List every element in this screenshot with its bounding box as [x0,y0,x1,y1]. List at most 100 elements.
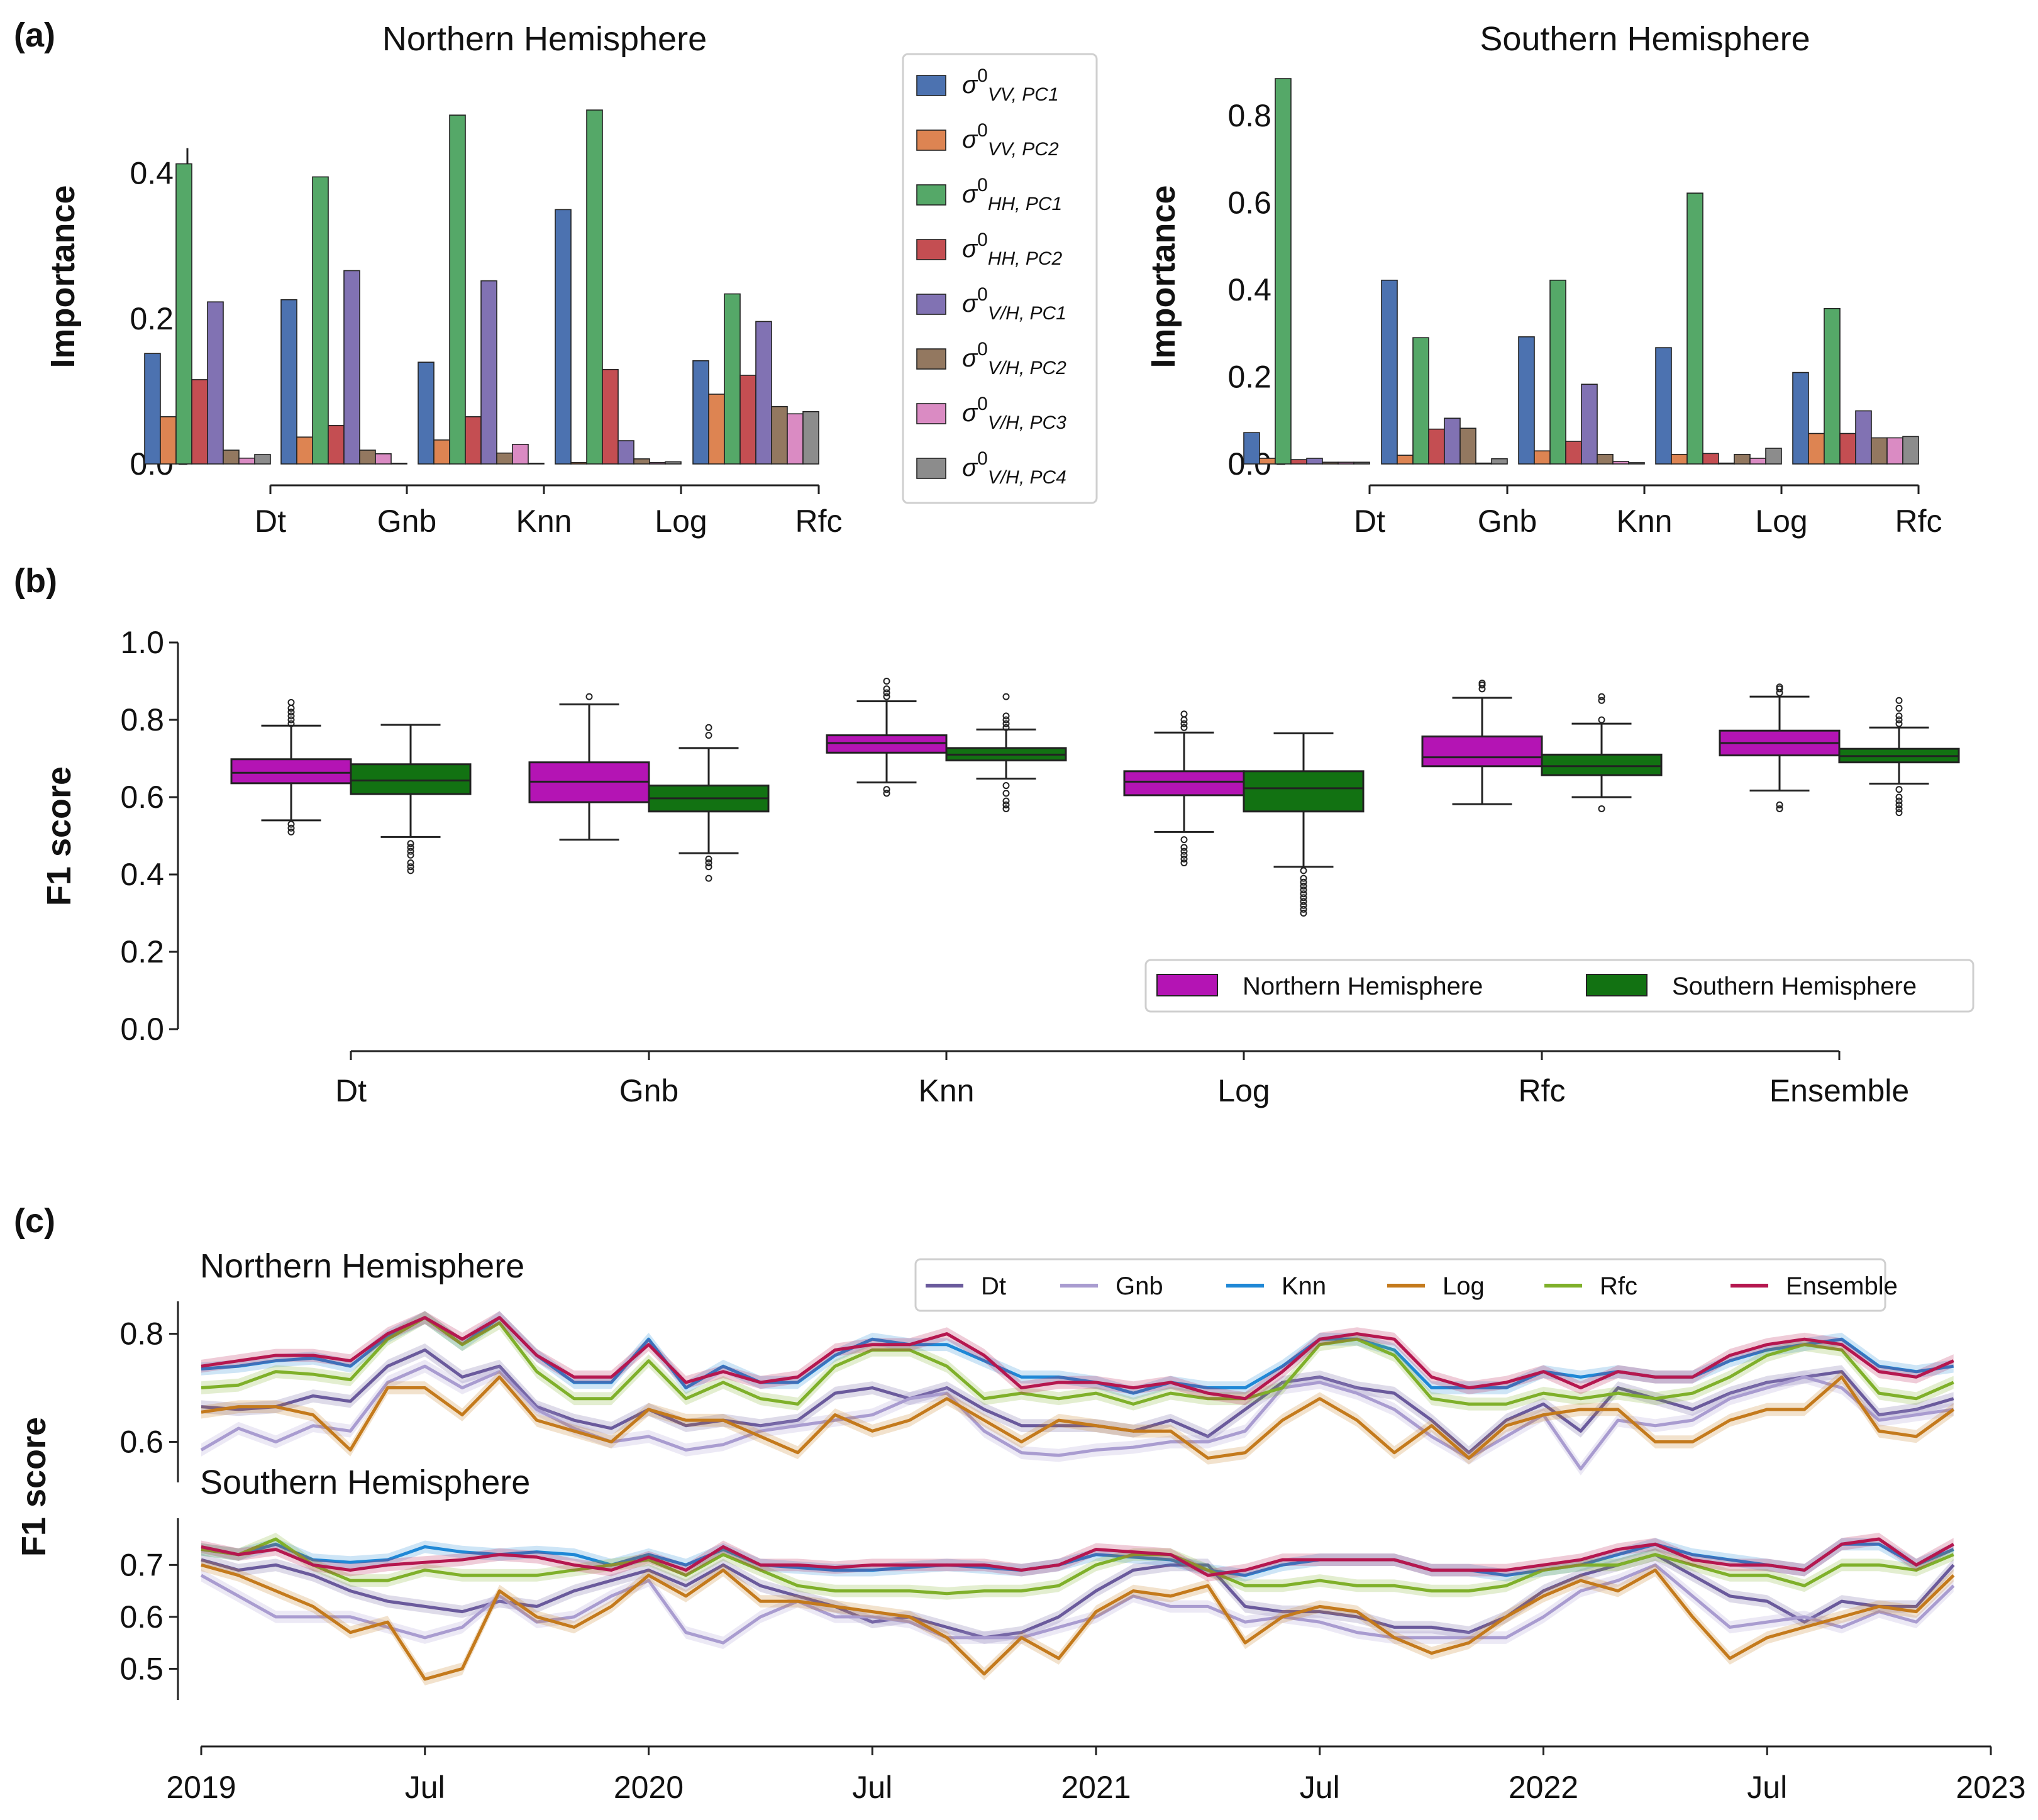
box-body [1421,735,1543,768]
box-outlier [1895,712,1903,720]
legend-label: Southern Hemisphere [1672,973,1917,1000]
chart-a-north-bar [375,453,392,465]
box-outlier [705,859,712,867]
legend-label: Rfc [1600,1272,1637,1300]
legend-swatch [916,403,946,424]
chart-a-north-bar [665,461,682,465]
box-outlier [407,867,414,874]
chart-c-north-band-dt [201,1343,1954,1460]
box-outlier [1895,801,1903,808]
chart-c-south-ytick-label: 0.6 [119,1599,163,1635]
legend-frame [1144,959,1974,1013]
chart-a-south-ytick-label: 0.6 [1227,185,1271,220]
box-outlier [1300,894,1307,902]
chart-a-south-bar [1686,192,1703,465]
chart-a-north-title: Northern Hemisphere [382,20,707,58]
chart-a-north-bar [708,394,725,465]
box-outlier [1300,905,1307,913]
legend-swatch [916,75,946,96]
box-outlier [287,716,295,724]
chart-c-xtick-label: 2023 [1956,1770,2025,1805]
chart-b-xtick-label: Log [1217,1073,1270,1108]
chart-a-north-xtick-label: Rfc [795,504,843,539]
box-outlier [407,863,414,871]
box-outlier [287,698,295,706]
chart-a-north-bar [802,411,819,465]
chart-a-south-bar [1871,437,1888,465]
chart-a-north-ytick-label: 0.2 [130,301,174,336]
box-outlier [1180,836,1188,844]
chart-a-north-bar [359,449,376,465]
chart-a-north-bar [238,457,255,465]
chart-a-south-bar [1671,453,1688,465]
box-outlier [407,844,414,851]
chart-a-north-xtick-label: Gnb [377,504,437,539]
chart-c-south-ytick-label: 0.5 [119,1651,163,1686]
chart-a-south-bar [1534,450,1551,465]
chart-b-legend: Northern Hemisphere Southern Hemisphere [1144,959,1974,1013]
box-outlier [1180,844,1188,851]
chart-a-south-bar [1839,433,1856,465]
chart-a-layer: 0.00.20.4DtGnbKnnLogRfc0.00.20.40.60.8Dt… [130,53,1942,539]
chart-c-north-line-log [201,1375,1955,1460]
chart-a-north-bar [296,436,313,465]
box-outlier [1180,851,1188,859]
legend-swatch [1586,974,1648,996]
box-outlier [1895,805,1903,812]
box-outlier [1180,855,1188,863]
chart-c-legend: Dt Gnb Knn Log Rfc Ensemble [914,1258,1898,1312]
box-outlier [1598,716,1605,724]
chart-c-north-ytick-label: 0.8 [119,1316,163,1352]
chart-c-north-line-gnb [200,1364,1954,1471]
chart-b-layer: 0.0 0.2 0.4 0.6 0.8 1.0 Dt Gnb Knn Log Rfc Ensemble… [120,625,1974,1108]
box-outlier [287,705,295,712]
box-outlier [1300,874,1307,882]
chart-a-south-bar [1792,372,1809,465]
box-outlier [287,824,295,832]
chart-a-north-bar [418,361,435,465]
chart-c-layer: 0.6 0.8 0.5 0.6 0.7 2019 Jul 2020 Jul 2021 Jul 2022… [119,1258,2026,1805]
chart-a-south-bar [1808,433,1825,465]
panel-label-a: (a) [14,16,55,54]
box-outlier [1895,720,1903,727]
chart-a-south-bar [1306,458,1323,465]
chart-a-south-bar [1381,279,1398,465]
chart-a-south-bar [1444,417,1461,465]
box-outlier [287,720,295,727]
chart-a-south-xtick-label: Gnb [1478,504,1537,539]
chart-a-south-xtick-label: Knn [1617,504,1673,539]
chart-c-north-line-ensemble [201,1316,1954,1401]
chart-a-north-bar [343,270,360,465]
chart-a-north-bar [449,114,466,465]
box-body [350,763,472,795]
chart-b-xtick-label: Ensemble [1769,1073,1909,1108]
chart-a-north-bar [771,405,788,465]
box-outlier [1300,878,1307,886]
chart-a-north-ytick-label: 0.4 [130,156,174,191]
chart-a-south-bar [1902,436,1919,465]
chart-a-north-xtick-label: Dt [255,504,286,539]
box-outlier [1002,712,1010,720]
chart-a-south-bar [1549,279,1566,465]
box-outlier [705,874,712,882]
panel-label-c: (c) [14,1202,55,1240]
box-outlier [1300,867,1307,874]
box-outlier [1300,898,1307,905]
chart-a-north-bar [312,176,329,465]
chart-c-north-band-log [201,1371,1954,1465]
chart-a-south-bar [1886,437,1903,465]
box-outlier [705,863,712,871]
chart-b-ytick-label: 1.0 [120,625,164,660]
chart-a-north-bar [223,449,240,465]
box-outlier [1598,693,1605,700]
chart-a-north-xtick-label: Log [655,504,707,539]
box-outlier [1002,805,1010,812]
chart-a-south-bar [1765,448,1782,465]
chart-c-xtick-label: Jul [405,1770,445,1805]
box-outlier [1180,720,1188,727]
chart-a-north-xtick-label: Knn [516,504,572,539]
chart-a-south-bar [1581,383,1598,465]
box-outlier [1180,710,1188,718]
chart-a-south-bar [1855,410,1872,465]
